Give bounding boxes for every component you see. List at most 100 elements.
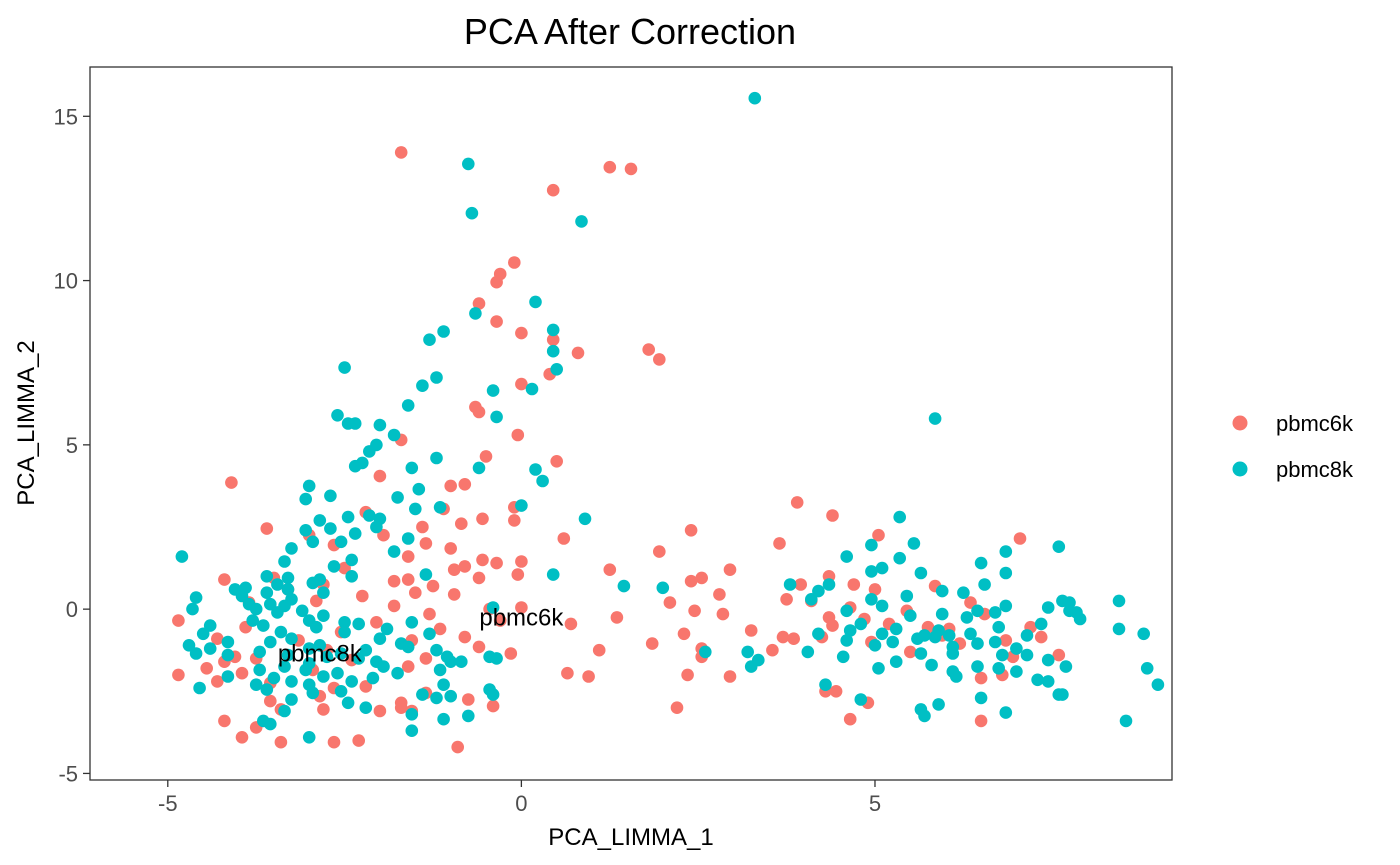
- point-pbmc8k-232: [444, 689, 458, 703]
- point-pbmc6k-121: [472, 640, 486, 654]
- point-pbmc8k-28: [348, 459, 362, 473]
- point-pbmc8k-2: [465, 206, 479, 220]
- point-pbmc8k-148: [1020, 629, 1034, 642]
- x-axis-title: PCA_LIMMA_1: [548, 824, 713, 851]
- point-pbmc8k-147: [928, 630, 942, 644]
- point-pbmc8k-244: [405, 708, 419, 721]
- point-pbmc8k-149: [285, 632, 298, 645]
- point-pbmc6k-92: [172, 614, 185, 627]
- point-pbmc6k-17: [472, 405, 486, 419]
- y-tick-label-1: 0: [66, 597, 78, 622]
- point-pbmc8k-141: [1112, 622, 1126, 636]
- point-pbmc6k-30: [476, 512, 489, 526]
- point-pbmc8k-234: [285, 693, 298, 706]
- point-pbmc6k-166: [843, 712, 857, 726]
- point-pbmc6k-96: [370, 616, 383, 629]
- point-pbmc6k-37: [377, 528, 390, 542]
- x-tick-label-2: 5: [869, 791, 881, 816]
- point-pbmc6k-2: [624, 162, 638, 176]
- point-pbmc8k-175: [914, 647, 928, 660]
- point-pbmc8k-120: [1073, 612, 1087, 626]
- point-pbmc8k-80: [822, 578, 836, 591]
- point-pbmc6k-65: [794, 578, 807, 591]
- point-pbmc6k-45: [444, 542, 458, 555]
- point-pbmc8k-197: [925, 658, 938, 672]
- point-pbmc8k-81: [783, 578, 797, 591]
- point-pbmc8k-79: [978, 578, 991, 591]
- point-pbmc8k-21: [373, 418, 387, 432]
- point-pbmc8k-42: [341, 510, 355, 524]
- point-pbmc8k-188: [889, 655, 903, 668]
- point-pbmc8k-44: [313, 514, 327, 527]
- point-pbmc6k-68: [426, 579, 440, 593]
- point-pbmc8k-89: [260, 586, 274, 599]
- point-pbmc6k-130: [1052, 648, 1066, 662]
- legend-label-pbmc6k: pbmc6k: [1276, 411, 1354, 436]
- point-pbmc8k-193: [444, 655, 458, 668]
- point-pbmc8k-202: [872, 662, 885, 675]
- point-pbmc6k-141: [235, 666, 249, 680]
- point-pbmc8k-90: [957, 586, 970, 599]
- point-pbmc6k-7: [472, 297, 486, 310]
- point-pbmc6k-51: [458, 560, 472, 573]
- point-pbmc8k-195: [278, 660, 291, 673]
- point-pbmc6k-95: [564, 617, 578, 631]
- point-pbmc6k-64: [387, 574, 401, 588]
- point-pbmc6k-0: [394, 146, 408, 159]
- point-pbmc8k-201: [744, 660, 758, 673]
- point-pbmc6k-52: [338, 561, 351, 575]
- point-pbmc6k-6: [490, 275, 503, 289]
- point-pbmc6k-136: [401, 660, 415, 673]
- point-pbmc8k-26: [430, 451, 443, 465]
- point-pbmc6k-71: [713, 588, 726, 601]
- point-pbmc8k-61: [893, 551, 906, 565]
- point-pbmc8k-242: [278, 704, 291, 718]
- point-pbmc6k-38: [872, 528, 885, 542]
- point-pbmc8k-198: [971, 660, 984, 673]
- point-pbmc6k-74: [356, 589, 369, 603]
- point-pbmc8k-32: [536, 474, 549, 488]
- point-pbmc8k-142: [1137, 627, 1150, 641]
- point-pbmc8k-113: [988, 606, 1002, 619]
- point-pbmc6k-39: [557, 532, 571, 545]
- point-pbmc6k-47: [401, 550, 415, 563]
- point-pbmc8k-224: [437, 678, 450, 691]
- point-pbmc6k-60: [695, 571, 708, 585]
- point-pbmc6k-110: [1034, 630, 1048, 644]
- point-pbmc8k-125: [352, 617, 366, 631]
- point-pbmc8k-45: [578, 512, 592, 526]
- point-pbmc6k-29: [826, 509, 839, 522]
- point-pbmc6k-170: [235, 731, 249, 744]
- point-pbmc8k-165: [203, 642, 217, 655]
- point-pbmc8k-203: [253, 663, 266, 677]
- point-pbmc8k-14: [525, 382, 539, 396]
- point-pbmc8k-11: [550, 363, 563, 376]
- point-pbmc6k-167: [974, 714, 988, 728]
- point-pbmc6k-26: [790, 496, 804, 509]
- point-pbmc6k-31: [508, 514, 521, 527]
- point-pbmc6k-127: [504, 647, 518, 660]
- point-pbmc8k-18: [490, 410, 503, 424]
- annotation-pbmc8k: pbmc8k: [278, 641, 363, 668]
- point-pbmc8k-251: [405, 724, 419, 737]
- point-pbmc8k-111: [295, 604, 309, 618]
- point-pbmc6k-10: [546, 333, 560, 347]
- point-pbmc8k-51: [401, 532, 415, 545]
- point-pbmc8k-212: [267, 671, 281, 685]
- point-pbmc8k-194: [455, 655, 468, 668]
- point-pbmc6k-18: [511, 428, 525, 442]
- point-pbmc8k-162: [401, 640, 415, 654]
- point-pbmc8k-25: [363, 445, 376, 458]
- point-pbmc8k-138: [338, 625, 351, 639]
- point-pbmc8k-6: [437, 325, 450, 338]
- point-pbmc8k-127: [854, 617, 868, 631]
- point-pbmc8k-67: [875, 561, 889, 575]
- plot-area-points: [172, 91, 1165, 754]
- point-pbmc6k-171: [274, 735, 288, 749]
- point-pbmc8k-178: [281, 648, 295, 662]
- point-pbmc8k-240: [932, 698, 945, 711]
- point-pbmc8k-106: [999, 599, 1013, 613]
- point-pbmc6k-13: [653, 353, 666, 366]
- point-pbmc8k-63: [345, 553, 359, 567]
- point-pbmc8k-176: [946, 647, 960, 660]
